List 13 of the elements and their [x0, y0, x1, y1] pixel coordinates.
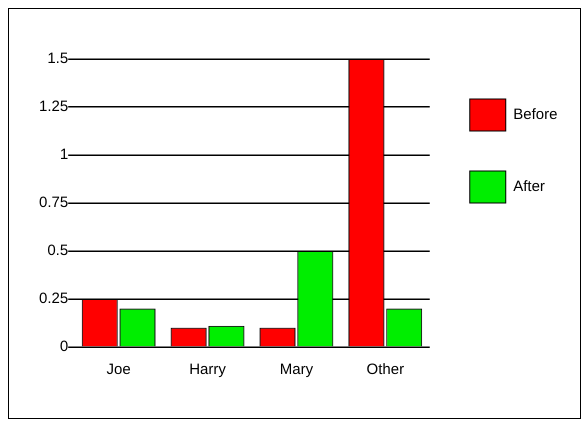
y-tick-label: 0 [60, 338, 68, 356]
y-tick-label: 0.75 [38, 194, 68, 212]
y-tick-label: 1.5 [47, 50, 68, 68]
legend-label: After [513, 178, 545, 196]
y-tick-label: 0.5 [47, 242, 68, 260]
x-tick-label: Other [366, 361, 404, 378]
x-tick-label: Joe [106, 361, 131, 378]
y-tick-label: 1.25 [38, 98, 68, 116]
x-tick-label: Harry [189, 361, 226, 378]
legend-label: Before [513, 106, 558, 124]
y-tick-label: 0.25 [38, 290, 68, 308]
x-tick-label: Mary [280, 361, 314, 378]
y-tick-label: 1 [60, 146, 68, 164]
